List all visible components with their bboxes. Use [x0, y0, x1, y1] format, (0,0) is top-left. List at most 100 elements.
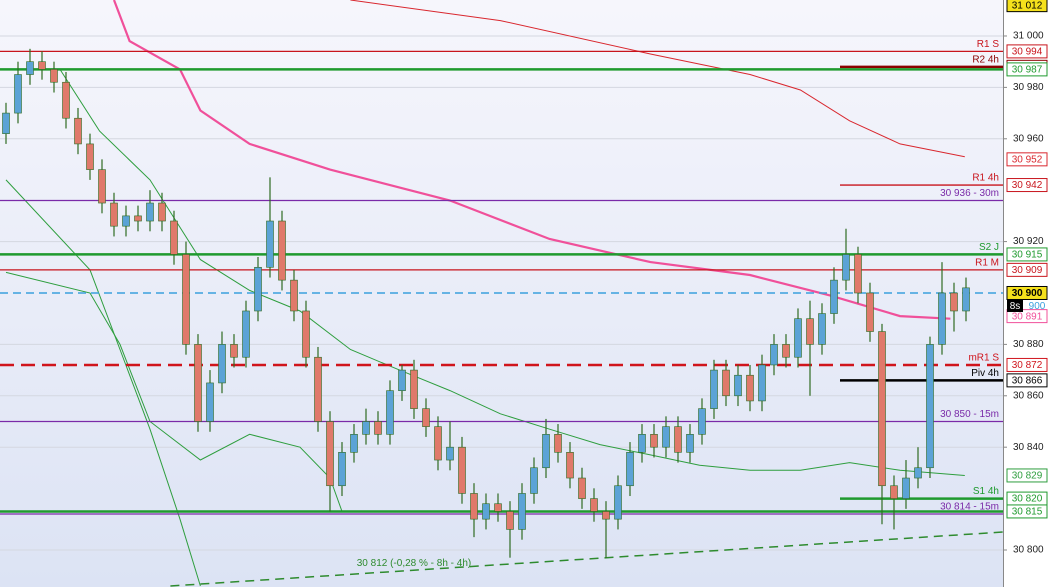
- candle-body: [830, 279, 838, 314]
- candle-body: [602, 511, 610, 520]
- candle-body: [194, 344, 202, 422]
- candle-body: [638, 434, 646, 453]
- candle-body: [146, 202, 154, 222]
- price-tag-box: [1006, 247, 1048, 262]
- price-tag-box: [1006, 62, 1048, 77]
- candle-body: [590, 498, 598, 512]
- candle-body: [842, 254, 850, 281]
- price-tag: 30 915: [1012, 250, 1043, 261]
- price-tag: 30 942: [1012, 180, 1043, 191]
- candle-body: [674, 426, 682, 453]
- candle-body: [806, 318, 814, 345]
- candle-body: [722, 369, 730, 397]
- candle-body: [134, 215, 142, 222]
- candle-body: [110, 202, 118, 227]
- current-price-box: [1006, 285, 1048, 300]
- level-label: S1 4h: [973, 486, 999, 497]
- candle-body: [530, 467, 538, 494]
- candle-body: [506, 511, 514, 530]
- price-tag-box: [1006, 0, 1048, 13]
- candle-body: [710, 369, 718, 409]
- current-price: 30 900: [1012, 288, 1043, 299]
- level-label: 30 814 - 15m: [940, 502, 999, 513]
- candle-body: [122, 215, 130, 227]
- level-label: Piv 4h: [971, 368, 999, 379]
- candle-body: [890, 485, 898, 499]
- countdown-box: [1007, 299, 1023, 312]
- candle-body: [98, 169, 106, 204]
- level-label: R1 M: [975, 257, 999, 268]
- price-tag: 30 872: [1012, 360, 1043, 371]
- level-label: R1 4h: [972, 173, 999, 184]
- candle-body: [410, 369, 418, 409]
- candle-body: [626, 452, 634, 487]
- price-tag: 31 012: [1012, 0, 1043, 11]
- candle-body: [50, 69, 58, 83]
- candle-body: [578, 477, 586, 499]
- price-tag-box: [1006, 357, 1048, 372]
- candle-body: [278, 220, 286, 281]
- candle-body: [854, 254, 862, 294]
- candle-body: [254, 266, 262, 312]
- candle-body: [338, 452, 346, 487]
- price-tag: 30 815: [1012, 507, 1043, 518]
- level-label: 30 936 - 30m: [940, 188, 999, 199]
- price-tag: 30 891: [1012, 311, 1043, 322]
- y-tick-label: 30 980: [1013, 82, 1044, 93]
- level-label: 30 850 - 15m: [940, 409, 999, 420]
- y-tick-label: 30 860: [1013, 390, 1044, 401]
- candle-body: [302, 310, 310, 358]
- y-tick-label: 31 000: [1013, 31, 1044, 42]
- current-tick: 900: [1029, 301, 1046, 312]
- candle-body: [458, 446, 466, 494]
- candle-body: [242, 310, 250, 358]
- candle-body: [494, 503, 502, 512]
- candle-body: [74, 117, 82, 145]
- candle-body: [398, 369, 406, 391]
- indicator-line: [5, 271, 343, 512]
- price-tag: 30 994: [1012, 47, 1043, 58]
- price-tag-box: [1006, 178, 1048, 193]
- candle-body: [230, 344, 238, 358]
- candle-body: [818, 313, 826, 345]
- candle-body: [182, 254, 190, 345]
- candle-body: [782, 344, 790, 358]
- candle-body: [878, 331, 886, 487]
- price-tag-box: [1006, 152, 1048, 167]
- y-tick-label: 30 800: [1013, 545, 1044, 556]
- candle-body: [26, 61, 34, 75]
- candle-body: [746, 374, 754, 402]
- candle-body: [62, 81, 70, 119]
- candle-body: [686, 434, 694, 453]
- price-tag: 30 829: [1012, 471, 1043, 482]
- y-tick-label: 30 840: [1013, 442, 1044, 453]
- candle-body: [470, 493, 478, 520]
- candle-body: [554, 434, 562, 453]
- candle-body: [950, 292, 958, 312]
- trend-line: [170, 531, 1004, 587]
- candle-body: [2, 112, 10, 134]
- candle-body: [362, 421, 370, 435]
- level-label: R2 4h: [972, 54, 999, 65]
- indicator-line: [59, 69, 965, 476]
- candle-body: [206, 382, 214, 422]
- candle-body: [962, 287, 970, 312]
- candle-body: [446, 446, 454, 461]
- candle-body: [614, 485, 622, 520]
- level-label: S2 J: [979, 242, 999, 253]
- price-tag-box: [1006, 262, 1048, 277]
- price-tag-box: [1006, 373, 1048, 388]
- price-tag: 30 820: [1012, 494, 1043, 505]
- candle-body: [170, 220, 178, 255]
- candle-body: [758, 364, 766, 402]
- candle-body: [158, 202, 166, 222]
- countdown: 8s: [1010, 301, 1021, 312]
- level-label: R1 S: [977, 39, 1000, 50]
- candle-body: [386, 390, 394, 435]
- price-tag-box: [1006, 504, 1048, 519]
- candle-body: [266, 220, 274, 268]
- candle-body: [698, 408, 706, 435]
- candle-body: [866, 292, 874, 332]
